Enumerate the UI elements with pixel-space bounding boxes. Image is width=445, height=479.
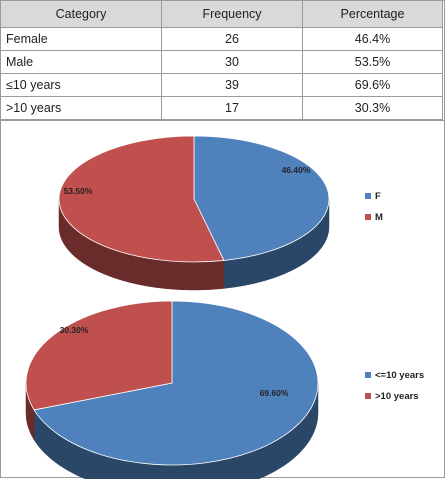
cell-frequency: 26 bbox=[161, 27, 303, 51]
header-category: Category bbox=[0, 0, 162, 28]
table-row: Male 30 53.5% bbox=[0, 50, 443, 74]
cell-percentage: 69.6% bbox=[302, 73, 443, 97]
legend-swatch-<=10 years bbox=[365, 372, 371, 378]
data-label-F: 46.40% bbox=[282, 165, 311, 175]
cell-category: Male bbox=[0, 50, 162, 74]
table-header-row: Category Frequency Percentage bbox=[0, 0, 443, 28]
pie-slice->10 years bbox=[25, 300, 173, 411]
cell-frequency: 30 bbox=[161, 50, 303, 74]
cell-category: ≤10 years bbox=[0, 73, 162, 97]
header-percentage: Percentage bbox=[302, 0, 443, 28]
pie-slice-F bbox=[193, 135, 330, 261]
pie-slice-<=10 years bbox=[33, 300, 319, 466]
header-frequency: Frequency bbox=[161, 0, 303, 28]
cell-percentage: 30.3% bbox=[302, 96, 443, 120]
chart-area: 46.40% 53.50% F M 69.60% 30.30% <=10 years >10 … bbox=[0, 120, 445, 479]
cell-category: >10 years bbox=[0, 96, 162, 120]
pie-chart-2: 69.60% 30.30% <=10 years >10 years bbox=[25, 300, 424, 479]
table-row: >10 years 17 30.3% bbox=[0, 96, 443, 120]
cell-category: Female bbox=[0, 27, 162, 51]
legend-swatch-M bbox=[365, 214, 371, 220]
cell-percentage: 46.4% bbox=[302, 27, 443, 51]
legend-label->10 years: >10 years bbox=[375, 391, 419, 402]
pie-chart-1: 46.40% 53.50% FM bbox=[58, 135, 383, 291]
legend-swatch-F bbox=[365, 193, 371, 199]
legend-swatch->10 years bbox=[365, 393, 371, 399]
frequency-table: Category Frequency Percentage Female 26 … bbox=[0, 0, 443, 120]
data-label->10 years: 30.30% bbox=[60, 325, 89, 335]
table-row: Female 26 46.4% bbox=[0, 27, 443, 51]
data-label-<=10 years: 69.60% bbox=[260, 388, 289, 398]
table-row: ≤10 years 39 69.6% bbox=[0, 73, 443, 97]
pie-charts-svg: 46.40% 53.50% FM 69.60% 30.30% <=10 years >10 … bbox=[25, 135, 424, 479]
cell-percentage: 53.5% bbox=[302, 50, 443, 74]
cell-frequency: 17 bbox=[161, 96, 303, 120]
cell-frequency: 39 bbox=[161, 73, 303, 97]
legend-label-M: M bbox=[375, 212, 383, 223]
pie-slice-M bbox=[58, 135, 225, 263]
legend-label-F: F bbox=[375, 191, 381, 202]
data-label-M: 53.50% bbox=[64, 186, 93, 196]
legend-label-<=10 years: <=10 years bbox=[375, 370, 424, 381]
